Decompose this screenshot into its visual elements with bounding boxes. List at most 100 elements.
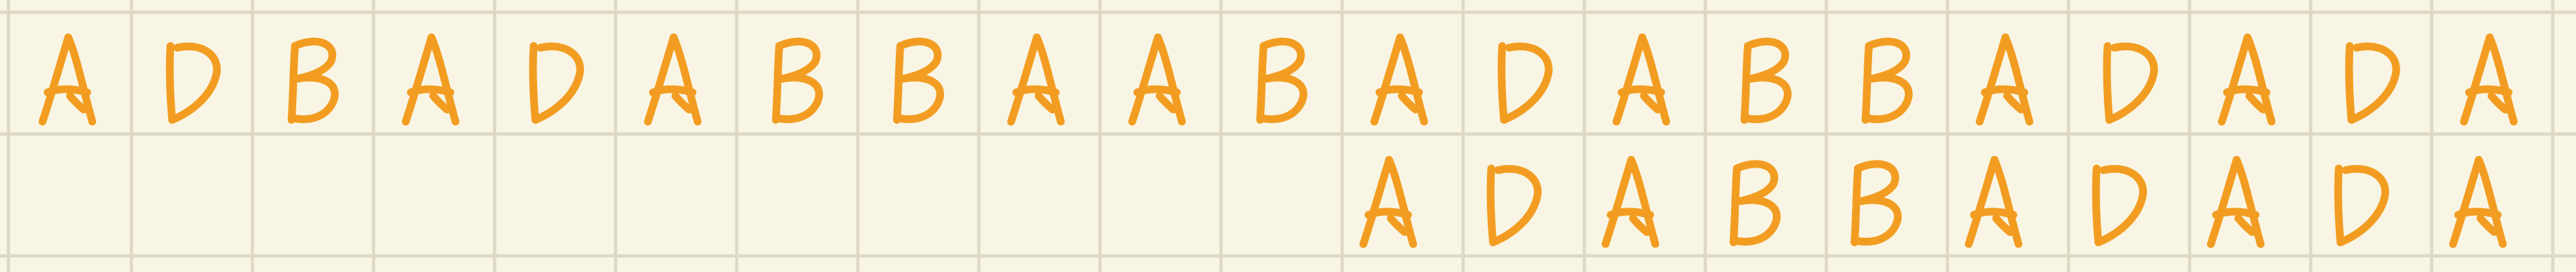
glyph-stroke [1370, 34, 1404, 126]
glyph-stroke [1865, 37, 1910, 83]
glyph-stroke [2002, 34, 2034, 126]
glyph-a [1965, 156, 2023, 248]
glyph-stroke [1260, 37, 1305, 83]
glyph-stroke [166, 42, 176, 124]
glyph-stroke [1744, 37, 1789, 83]
glyph-a [1128, 34, 1186, 126]
glyph-stroke [2103, 42, 2114, 124]
glyph-stroke [1128, 34, 1162, 126]
glyph-a [644, 34, 702, 126]
glyph-stroke [291, 37, 336, 83]
glyph-stroke [1486, 164, 1497, 246]
glyph-stroke [1155, 92, 1177, 113]
glyph-stroke [1397, 92, 1419, 113]
glyph-stroke [1007, 34, 1041, 126]
glyph-stroke [1976, 34, 2009, 126]
glyph-stroke [1034, 92, 1056, 113]
glyph-b [287, 37, 339, 124]
glyph-stroke [1359, 156, 1393, 248]
glyph-stroke [1387, 214, 1408, 236]
glyph-stroke [2234, 214, 2256, 236]
glyph-stroke [2207, 156, 2240, 248]
glyph-b [772, 37, 823, 124]
glyph-stroke [1638, 34, 1671, 126]
glyph-stroke [2476, 214, 2498, 236]
glyph-d [2103, 42, 2158, 124]
glyph-stroke [402, 34, 435, 126]
glyph-d [1486, 164, 1542, 246]
glyph-stroke [2092, 164, 2103, 246]
glyph-stroke [2094, 164, 2147, 246]
glyph-stroke [2245, 92, 2267, 113]
glyph-stroke [1385, 156, 1417, 248]
glyph-stroke [1863, 73, 1913, 123]
glyph-stroke [39, 34, 72, 126]
glyph-stroke [1489, 164, 1542, 246]
glyph-stroke [1133, 85, 1181, 97]
glyph-stroke [775, 37, 820, 83]
glyph-stroke [1602, 156, 1635, 248]
glyph-b [1850, 160, 1902, 246]
glyph-stroke [2212, 208, 2260, 219]
glyph-stroke [44, 85, 91, 97]
glyph-stroke [2336, 164, 2389, 246]
glyph-stroke [649, 85, 697, 97]
glyph-stroke [2487, 92, 2509, 113]
glyph-stroke [1365, 208, 1412, 219]
glyph-stroke [1154, 34, 1186, 126]
glyph-stroke [1258, 73, 1307, 123]
glyph-b [1861, 37, 1913, 124]
glyph-stroke [531, 42, 584, 124]
glyph-stroke [1607, 208, 1654, 219]
glyph-stroke [2003, 92, 2025, 113]
glyph-stroke [1729, 164, 1741, 246]
glyph-stroke [644, 34, 677, 126]
glyph-a [1613, 34, 1671, 126]
glyph-stroke [289, 73, 339, 123]
glyph-stroke [1992, 214, 2014, 236]
glyph-d [166, 42, 221, 124]
glyph-stroke [670, 34, 702, 126]
glyph-stroke [1991, 156, 2023, 248]
glyph-stroke [1742, 73, 1792, 123]
glyph-stroke [2347, 42, 2400, 124]
glyph-stroke [64, 34, 97, 126]
glyph-stroke [1740, 42, 1752, 124]
glyph-stroke [671, 92, 693, 113]
glyph-stroke [2454, 208, 2502, 219]
glyph-stroke [1965, 156, 1998, 248]
glyph-stroke [2465, 85, 2513, 97]
glyph-d [1497, 42, 1553, 124]
glyph-stroke [407, 85, 455, 97]
glyph-stroke [2223, 85, 2271, 97]
glyph-a [1359, 156, 1417, 248]
glyph-stroke [529, 42, 540, 124]
glyph-b [1729, 160, 1781, 246]
glyph-d [529, 42, 584, 124]
glyph-b [893, 37, 944, 124]
glyph-a [1007, 34, 1065, 126]
glyph-stroke [2486, 34, 2518, 126]
glyph-stroke [1500, 42, 1553, 124]
glyph-a [2207, 156, 2265, 248]
glyph-stroke [1033, 34, 1065, 126]
glyph-a [39, 34, 97, 126]
glyph-stroke [1854, 160, 1899, 205]
glyph-stroke [2475, 156, 2507, 248]
glyph-stroke [896, 37, 942, 83]
glyph-d [2092, 164, 2147, 246]
glyph-stroke [428, 34, 460, 126]
glyph-stroke [1012, 85, 1060, 97]
glyph-stroke [1627, 156, 1660, 248]
glyph-a [2449, 156, 2507, 248]
glyph-stroke [1256, 42, 1267, 124]
glyph-stroke [1376, 85, 1423, 97]
glyph-stroke [1861, 42, 1873, 124]
glyph-stroke [772, 42, 783, 124]
glyph-stroke [2218, 34, 2251, 126]
glyph-stroke [1497, 42, 1508, 124]
glyph-stroke [2334, 164, 2345, 246]
glyph-b [1740, 37, 1792, 124]
